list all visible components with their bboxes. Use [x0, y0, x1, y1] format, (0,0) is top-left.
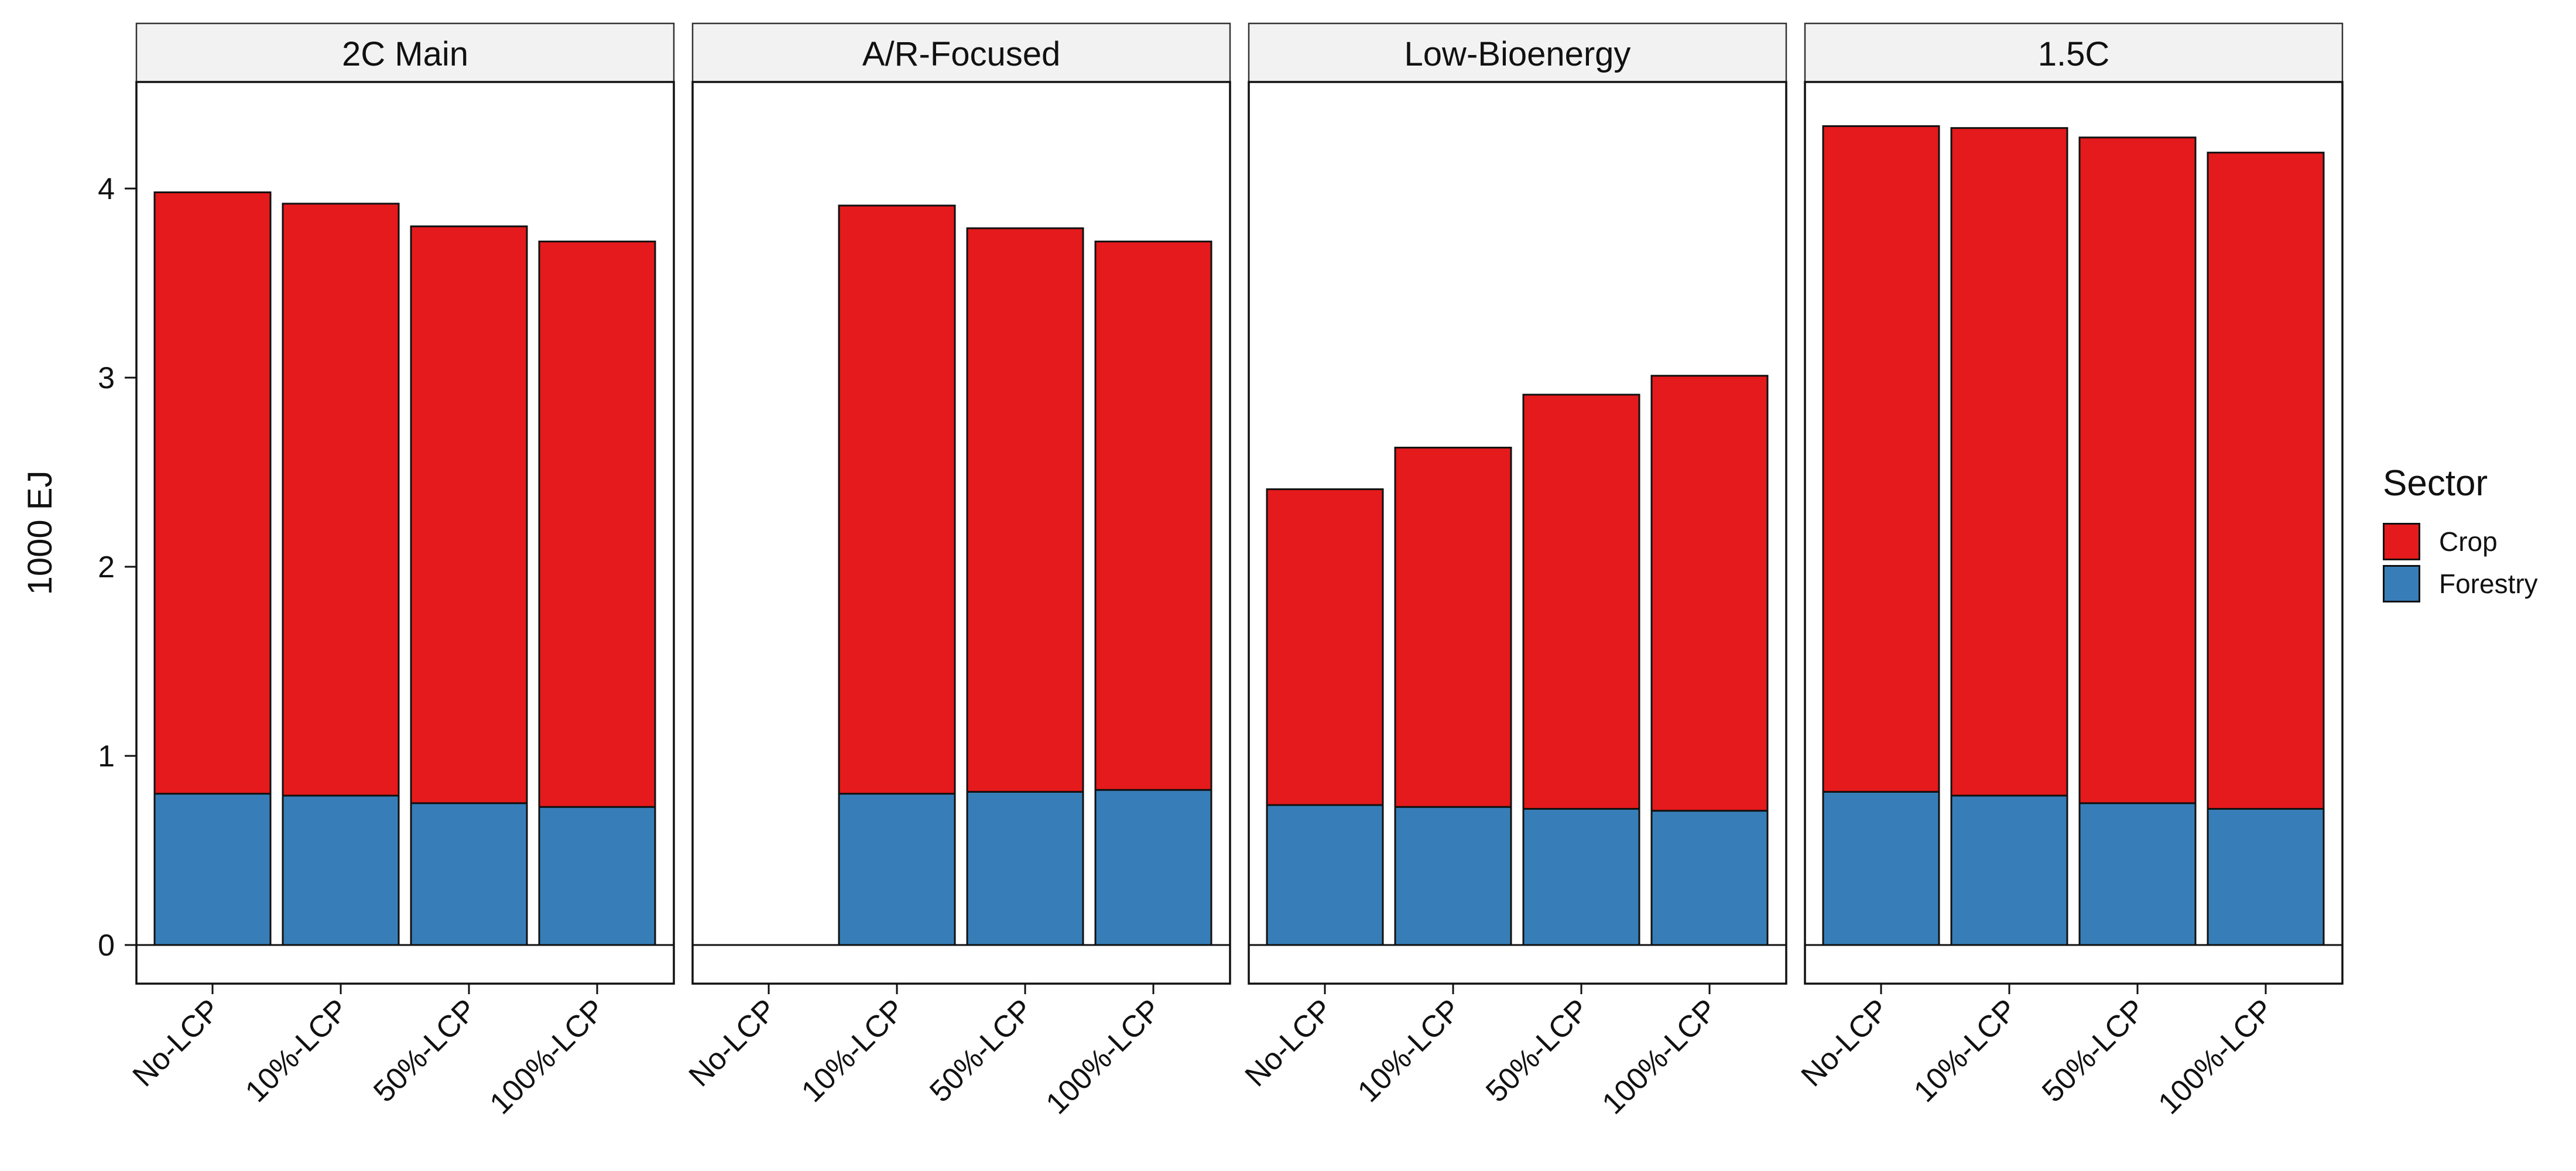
x-tick-label-low-bioenergy-10-lcp: 10%-LCP: [1351, 992, 1467, 1108]
bar-low-bioenergy-10-lcp-forestry: [1394, 806, 1512, 946]
x-tick-label-2c-main-no-lcp: No-LCP: [126, 992, 227, 1093]
bar-a-r-focused-10-lcp-crop: [838, 204, 956, 795]
bar-low-bioenergy-50-lcp-crop: [1522, 393, 1640, 810]
x-tick-label-low-bioenergy-no-lcp: No-LCP: [1239, 992, 1340, 1093]
facet-title-2c-main: 2C Main: [342, 35, 468, 73]
bar-low-bioenergy-50-lcp-forestry: [1522, 807, 1640, 946]
facet-strip-2c-main: [135, 22, 675, 83]
bar-2c-main-no-lcp-crop: [153, 191, 272, 795]
x-tick-label-a-r-focused-100-lcp: 100%-LCP: [1040, 992, 1168, 1121]
x-tick-label-a-r-focused-50-lcp: 50%-LCP: [923, 992, 1039, 1108]
bar-a-r-focused-50-lcp-crop: [966, 227, 1084, 793]
y-tick-label: 3: [98, 361, 115, 395]
bar-a-r-focused-50-lcp-forestry: [966, 790, 1084, 946]
bar-1-5c-no-lcp-crop: [1822, 125, 1940, 793]
bar-1-5c-10-lcp-crop: [1950, 127, 2068, 797]
bar-a-r-focused-10-lcp-forestry: [838, 793, 956, 946]
panel-border-2c-main: [135, 81, 675, 985]
y-tick-label: 4: [98, 172, 115, 206]
x-tick-label-low-bioenergy-100-lcp: 100%-LCP: [1596, 992, 1724, 1121]
legend-title: Sector: [2383, 463, 2488, 504]
x-tick-label-1-5c-no-lcp: No-LCP: [1795, 992, 1896, 1093]
bar-2c-main-no-lcp-forestry: [153, 793, 272, 946]
legend-swatch-forestry: [2383, 565, 2420, 602]
bar-low-bioenergy-100-lcp-forestry: [1650, 810, 1769, 946]
bar-low-bioenergy-no-lcp-forestry: [1266, 804, 1384, 946]
bar-2c-main-100-lcp-forestry: [538, 806, 656, 946]
bar-2c-main-50-lcp-forestry: [410, 802, 528, 946]
x-tick-label-1-5c-10-lcp: 10%-LCP: [1907, 992, 2023, 1108]
legend-item-crop: Crop: [2383, 521, 2538, 563]
legend: Sector Crop Forestry: [2383, 463, 2538, 605]
bar-1-5c-10-lcp-forestry: [1950, 795, 2068, 946]
bar-2c-main-100-lcp-crop: [538, 240, 656, 808]
x-tick-label-a-r-focused-no-lcp: No-LCP: [683, 992, 783, 1093]
panel-border-low-bioenergy: [1248, 81, 1787, 985]
bar-2c-main-50-lcp-crop: [410, 225, 528, 804]
x-tick-label-2c-main-50-lcp: 50%-LCP: [367, 992, 483, 1108]
y-tick-label: 2: [98, 550, 115, 584]
bar-1-5c-50-lcp-crop: [2078, 136, 2197, 804]
y-tick-label: 1: [98, 739, 115, 773]
y-tick-label: 0: [98, 929, 115, 963]
x-tick-label-a-r-focused-10-lcp: 10%-LCP: [795, 992, 911, 1108]
bar-low-bioenergy-10-lcp-crop: [1394, 447, 1512, 808]
legend-label-crop: Crop: [2439, 526, 2498, 557]
bar-2c-main-10-lcp-crop: [282, 203, 400, 797]
x-tick-label-1-5c-50-lcp: 50%-LCP: [2036, 992, 2152, 1108]
facet-title-low-bioenergy: Low-Bioenergy: [1405, 35, 1631, 73]
legend-label-forestry: Forestry: [2439, 569, 2538, 599]
x-tick-label-low-bioenergy-50-lcp: 50%-LCP: [1479, 992, 1595, 1108]
bar-a-r-focused-100-lcp-crop: [1094, 240, 1212, 791]
facet-strip-1-5c: [1804, 22, 2344, 83]
bar-1-5c-100-lcp-crop: [2207, 152, 2325, 810]
panel-border-a-r-focused: [691, 81, 1231, 985]
bar-low-bioenergy-no-lcp-crop: [1266, 488, 1384, 806]
facet-title-1-5c: 1.5C: [2038, 35, 2110, 73]
x-tick-label-1-5c-100-lcp: 100%-LCP: [2152, 992, 2280, 1121]
x-tick-label-2c-main-10-lcp: 10%-LCP: [239, 992, 355, 1108]
bar-2c-main-10-lcp-forestry: [282, 795, 400, 946]
y-axis-label: 1000 EJ: [21, 471, 59, 595]
bar-1-5c-no-lcp-forestry: [1822, 790, 1940, 946]
legend-item-forestry: Forestry: [2383, 563, 2538, 605]
bar-a-r-focused-100-lcp-forestry: [1094, 789, 1212, 946]
x-tick-label-2c-main-100-lcp: 100%-LCP: [484, 992, 612, 1121]
facet-title-a-r-focused: A/R-Focused: [862, 35, 1060, 73]
bar-low-bioenergy-100-lcp-crop: [1650, 375, 1769, 812]
facet-strip-a-r-focused: [691, 22, 1231, 83]
panel-border-1-5c: [1804, 81, 2344, 985]
legend-swatch-crop: [2383, 523, 2420, 560]
bar-1-5c-50-lcp-forestry: [2078, 802, 2197, 946]
bar-1-5c-100-lcp-forestry: [2207, 807, 2325, 946]
